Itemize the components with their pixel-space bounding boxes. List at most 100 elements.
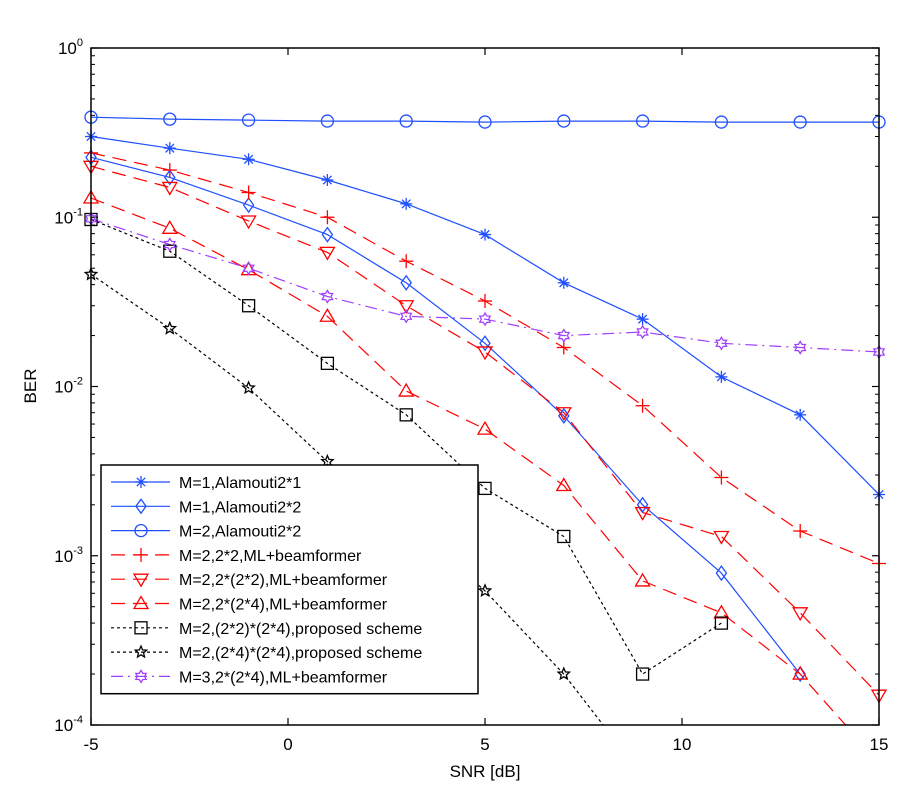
data-point-circle [241,113,256,127]
data-point-triangle-up [476,420,494,435]
series-line-3 [91,116,879,123]
data-point-star [241,380,256,395]
data-point-circle [163,112,177,126]
data-point-square [241,299,256,313]
data-point-star [162,320,178,335]
data-point-circle [714,115,729,129]
y-tick-label: 10-2 [54,376,83,397]
legend-entry: M=2,2*2,ML+beamformer [111,547,362,565]
data-point-diamond [164,169,176,186]
data-point-plus [714,470,729,485]
data-point-asterisk [321,173,334,186]
data-point-circle [478,115,492,129]
data-point-triangle-up [634,572,651,587]
data-point-triangle-down [713,530,730,545]
y-tick-label: 10-4 [54,714,83,735]
data-point-circle [557,114,571,128]
data-point-triangle-down [398,300,415,315]
legend-label: M=2,2*(2*4),ML+beamformer [179,597,388,614]
data-point-triangle-down [132,573,150,588]
series-line-8 [91,273,604,725]
data-point-hexagram [636,324,649,340]
data-point-triangle-up [398,382,415,397]
data-point-hexagram [715,336,728,351]
data-point-diamond [400,274,412,291]
plot-frame [90,47,880,726]
data-point-square [557,529,571,544]
data-point-diamond [242,196,255,214]
data-point-asterisk [715,370,728,383]
data-point-plus [478,294,492,309]
data-point-plus [134,547,148,562]
data-point-hexagram [399,309,413,324]
data-point-asterisk [242,153,255,166]
data-point-triangle-down [240,215,257,230]
data-point-circle [793,115,807,129]
data-point-triangle-down [476,346,494,361]
legend-label: M=2,2*(2*2),ML+beamformer [179,572,388,589]
data-point-diamond [321,226,334,243]
data-point-diamond [636,496,649,513]
data-point-star [556,666,572,681]
legend-entry: M=2,2*(2*2),ML+beamformer [111,572,388,589]
data-point-square [399,408,413,422]
data-point-triangle-up [319,307,336,322]
x-tick-label: 10 [673,735,692,754]
data-point-triangle-down [792,607,809,622]
data-point-asterisk [794,408,807,421]
data-point-plus [241,185,256,200]
data-point-diamond [135,498,147,515]
legend-entry: M=2,(2*4)*(2*4),proposed scheme [111,644,422,662]
data-point-diamond [715,564,728,582]
data-point-asterisk [479,228,491,241]
y-tick-label: 10-1 [54,206,83,227]
data-point-asterisk [400,197,413,210]
data-point-triangle-down [555,407,572,422]
series-line-9 [91,218,879,353]
legend-label: M=2,(2*4)*(2*4),proposed scheme [179,645,422,662]
data-point-hexagram [242,260,255,276]
data-point-square [635,667,650,681]
legend-label: M=3,2*(2*4),ML+beamformer [179,669,388,686]
data-point-circle [635,114,650,128]
data-point-plus [320,210,335,225]
data-point-hexagram [478,311,492,327]
data-point-triangle-down [634,506,651,521]
data-point-star [133,644,149,659]
data-point-plus [635,398,650,413]
x-tick-label: 5 [480,735,489,754]
legend-label: M=2,(2*2)*(2*4),proposed scheme [179,621,422,638]
data-point-triangle-up [555,477,572,492]
x-axis-label: SNR [dB] [450,762,521,781]
y-tick-labels: 100 10-1 10-2 10-3 10-4 [54,37,83,735]
legend-label: M=2,Alamouti2*2 [179,524,301,541]
x-tick-label: -5 [83,735,98,754]
legend-label: M=2,2*2,ML+beamformer [179,548,362,565]
legend-entry: M=1,Alamouti2*2 [111,498,301,516]
data-point-hexagram [321,289,334,304]
data-point-triangle-down [319,246,336,261]
series-line-2 [91,156,801,675]
data-point-circle [320,114,335,128]
data-point-square [320,356,335,371]
data-point-plus [793,524,808,539]
data-point-triangle-up [132,595,150,610]
legend-label: M=1,Alamouti2*2 [179,499,301,516]
data-point-square [714,616,729,630]
y-axis-label: BER [21,369,40,404]
data-point-triangle-up [792,665,809,680]
data-point-asterisk [163,142,176,155]
data-point-diamond [479,335,491,352]
legend-entry: M=1,Alamouti2*1 [111,475,301,492]
x-tick-label: 0 [283,735,292,754]
data-point-square [134,621,148,635]
legend-entry: M=2,Alamouti2*2 [111,524,301,541]
y-tick-label: 100 [58,37,83,58]
data-point-hexagram [557,328,571,343]
data-point-circle [399,114,413,128]
data-point-plus [162,163,177,178]
data-point-square [478,481,492,496]
data-point-triangle-up [713,604,730,619]
data-point-plus [399,254,414,269]
